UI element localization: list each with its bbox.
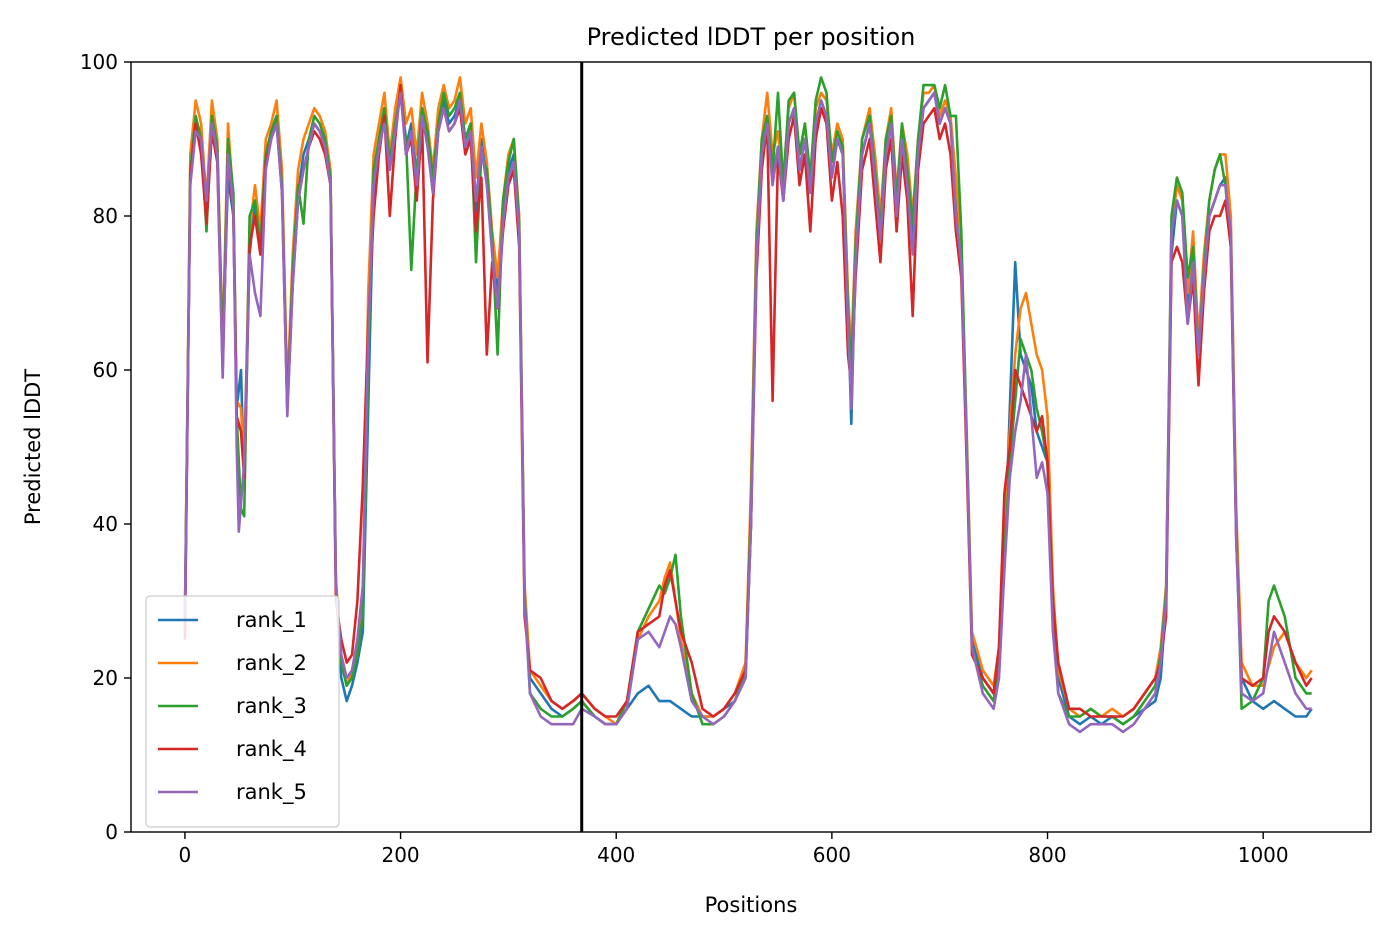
plot-frame (130, 61, 1372, 833)
y-tick-label: 40 (93, 512, 118, 536)
x-axis: 0 200 400 600 800 1000 (179, 832, 1289, 867)
legend-label-rank_3: rank_3 (236, 694, 307, 719)
x-tick-label: 200 (381, 843, 419, 867)
legend: rank_1 rank_2 rank_3 rank_4 rank_5 (145, 595, 340, 828)
legend-box (145, 595, 340, 828)
y-tick-label: 0 (105, 820, 118, 844)
x-tick-label: 0 (179, 843, 192, 867)
y-tick-label: 20 (93, 666, 118, 690)
x-tick-label: 800 (1028, 843, 1066, 867)
legend-label-rank_1: rank_1 (236, 608, 307, 633)
x-tick-label: 400 (597, 843, 635, 867)
y-tick-label: 80 (93, 204, 118, 228)
legend-label-rank_2: rank_2 (236, 651, 307, 676)
x-tick-label: 1000 (1238, 843, 1289, 867)
chart-title: Predicted lDDT per position (587, 23, 916, 51)
y-axis: 0 20 40 60 80 100 (80, 50, 131, 844)
y-tick-label: 60 (93, 358, 118, 382)
legend-label-rank_4: rank_4 (236, 737, 307, 762)
y-tick-label: 100 (80, 50, 118, 74)
y-axis-label: Predicted lDDT (21, 369, 45, 525)
x-axis-label: Positions (705, 893, 798, 917)
x-tick-label: 600 (813, 843, 851, 867)
legend-label-rank_5: rank_5 (236, 780, 307, 805)
